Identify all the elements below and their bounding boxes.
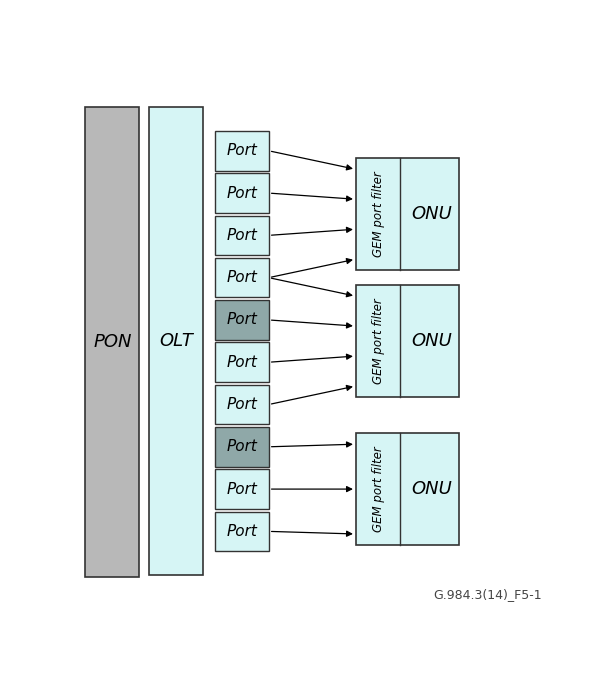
Text: Port: Port [226, 270, 257, 285]
Bar [215, 174, 269, 213]
Text: Port: Port [226, 481, 257, 496]
Bar [215, 300, 269, 340]
Bar [215, 384, 269, 424]
Text: G.984.3(14)_F5-1: G.984.3(14)_F5-1 [433, 588, 541, 601]
Bar [215, 469, 269, 509]
Text: Port: Port [226, 397, 257, 412]
Bar [215, 258, 269, 298]
Text: PON: PON [93, 334, 132, 351]
Bar [149, 108, 203, 575]
Text: GEM port filter: GEM port filter [371, 172, 385, 257]
Text: ONU: ONU [411, 480, 452, 498]
Bar [356, 433, 459, 545]
Text: Port: Port [226, 186, 257, 201]
Bar [85, 108, 140, 578]
Text: Port: Port [226, 228, 257, 243]
Bar [356, 285, 459, 397]
Text: Port: Port [226, 439, 257, 454]
Text: Port: Port [226, 313, 257, 327]
Bar [215, 511, 269, 551]
Bar [356, 158, 459, 271]
Text: GEM port filter: GEM port filter [371, 446, 385, 532]
Text: Port: Port [226, 524, 257, 539]
Bar [215, 342, 269, 382]
Bar [215, 427, 269, 466]
Text: ONU: ONU [411, 332, 452, 350]
Bar [215, 216, 269, 255]
Text: ONU: ONU [411, 205, 452, 223]
Text: GEM port filter: GEM port filter [371, 298, 385, 384]
Bar [215, 131, 269, 171]
Text: Port: Port [226, 143, 257, 158]
Text: Port: Port [226, 355, 257, 370]
Text: OLT: OLT [159, 332, 193, 350]
